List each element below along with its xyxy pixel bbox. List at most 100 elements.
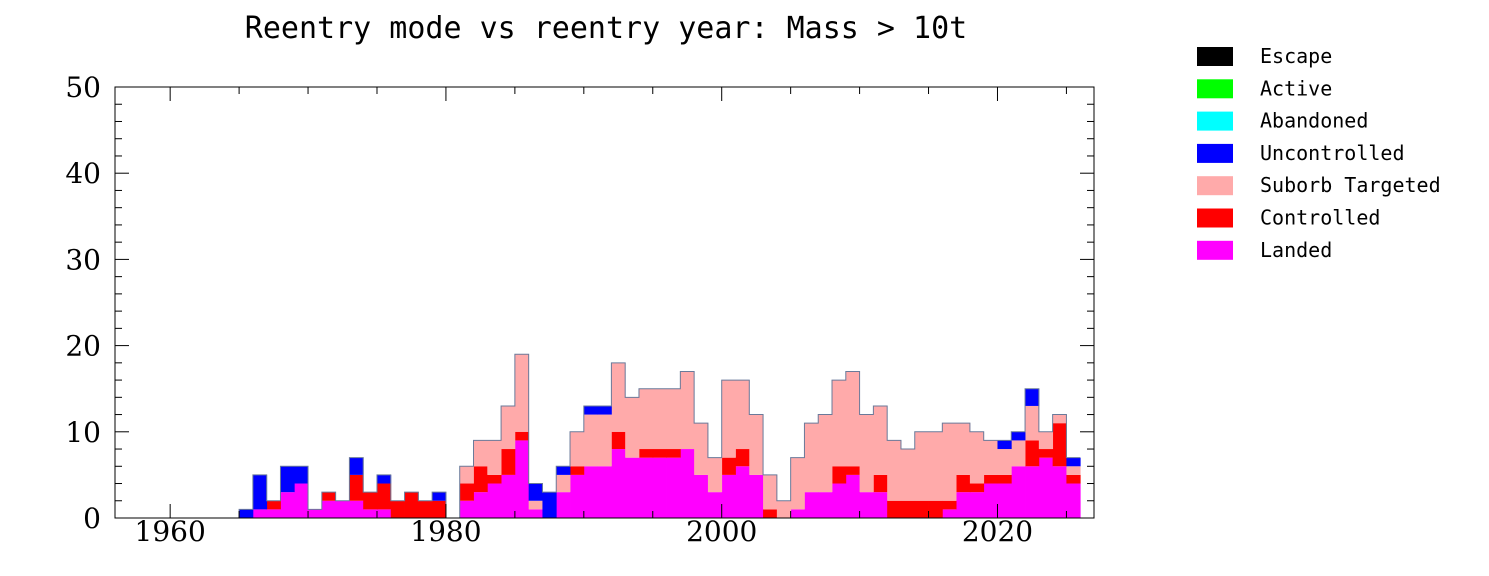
axes-layer: 0 10 20 30 40 50 1960 1980 2000 2020 [65,71,1095,548]
bar-controlled-1995 [652,449,667,458]
bar-landed-1981 [459,500,474,518]
bar-uncontrolled-1979 [432,492,447,501]
bar-suborb-targeted-2008 [832,380,847,467]
bar-landed-1996 [666,457,681,518]
bar-controlled-1992 [611,431,626,450]
legend-swatch-landed [1197,240,1233,260]
bar-controlled-2018 [969,483,985,493]
bar-suborb-targeted-2011 [873,405,888,475]
bar-landed-2005 [790,509,805,518]
bar-uncontrolled-1991 [597,405,612,415]
bar-landed-2001 [735,466,750,518]
bar-landed-2025 [1066,483,1081,518]
bar-landed-2020 [997,483,1012,518]
bar-uncontrolled-1968 [280,466,295,493]
bar-suborb-targeted-1997 [680,371,695,450]
bar-suborb-targeted-2014 [914,431,929,501]
bar-landed-1968 [280,492,295,518]
bar-uncontrolled-1986 [528,483,543,501]
bar-suborb-targeted-2006 [804,423,819,493]
bar-controlled-2011 [873,474,888,493]
bar-controlled-2015 [928,500,943,518]
x-tick-label: 1960 [135,515,206,548]
bar-suborb-targeted-2018 [969,431,985,484]
bar-landed-1985 [514,440,530,518]
bar-landed-1994 [638,457,654,518]
y-tick-label: 40 [65,157,101,190]
bar-suborb-targeted-1995 [652,388,667,450]
bar-landed-2009 [845,474,860,518]
bar-controlled-1983 [487,474,502,484]
bar-controlled-1981 [459,483,474,501]
legend-label-escape: Escape [1260,44,1332,68]
bar-suborb-targeted-2001 [735,380,750,450]
bar-suborb-targeted-1983 [487,440,502,475]
legend-swatch-uncontrolled [1197,143,1233,163]
x-tick-label: 2000 [686,515,757,548]
legend-swatch-suborb-targeted [1197,176,1233,196]
bar-landed-2024 [1052,466,1067,518]
bar-controlled-2017 [956,474,971,493]
bar-landed-1982 [473,492,488,518]
bar-landed-1992 [611,449,626,518]
bar-controlled-2024 [1052,423,1067,467]
bar-suborb-targeted-2007 [818,414,833,493]
bar-landed-1990 [583,466,599,518]
bar-uncontrolled-1973 [349,457,364,475]
legend-label-controlled: Controlled [1260,206,1380,230]
bar-suborb-targeted-2024 [1052,414,1067,424]
bar-controlled-1973 [349,474,364,501]
bar-uncontrolled-2020 [997,440,1012,450]
bar-landed-1989 [570,474,585,518]
bar-suborb-targeted-2010 [859,414,874,493]
bar-uncontrolled-2022 [1025,388,1040,406]
y-tick-label: 0 [83,502,101,535]
bar-landed-2006 [804,492,819,518]
legend-label-suborb-targeted: Suborb Targeted [1260,173,1441,197]
bar-uncontrolled-1969 [294,466,309,484]
bar-suborb-targeted-1990 [583,414,599,467]
bar-landed-2018 [969,492,985,518]
bar-controlled-1967 [266,500,281,510]
bar-controlled-1985 [514,431,530,441]
bar-uncontrolled-1990 [583,405,599,415]
bar-landed-1973 [349,500,364,518]
bar-landed-2002 [749,474,764,518]
bar-controlled-2020 [997,474,1012,484]
bar-landed-1986 [528,509,543,518]
y-tick-label: 20 [65,330,101,363]
legend: Escape Active Abandoned Uncontrolled Suborb … [1197,44,1441,262]
bar-landed-1967 [266,509,281,518]
bar-landed-1975 [376,509,392,518]
bar-landed-1970 [308,509,323,518]
chart-title: Reentry mode vs reentry year: Mass > 10t [245,11,967,46]
bar-controlled-2000 [721,457,736,475]
bar-controlled-2016 [942,500,957,510]
bar-suborb-targeted-1998 [694,423,709,475]
bar-landed-1974 [363,509,378,518]
legend-label-active: Active [1260,76,1332,100]
bar-landed-2016 [942,509,957,518]
bar-landed-2023 [1038,457,1054,518]
y-tick-label: 10 [65,416,101,449]
bar-uncontrolled-2025 [1066,457,1081,467]
bar-landed-1997 [680,449,695,518]
bar-controlled-1977 [404,492,419,518]
bar-landed-1972 [335,500,350,518]
bar-uncontrolled-1975 [376,474,392,484]
bar-uncontrolled-1966 [252,474,268,510]
bar-controlled-2008 [832,466,847,484]
bar-suborb-targeted-2023 [1038,431,1054,450]
legend-label-landed: Landed [1260,238,1332,262]
bar-landed-1966 [252,509,268,518]
bar-suborb-targeted-2016 [942,423,957,501]
bar-landed-1991 [597,466,612,518]
bar-suborb-targeted-1981 [459,466,474,484]
bar-controlled-1974 [363,492,378,510]
bar-suborb-targeted-2012 [887,440,902,501]
bar-controlled-2019 [983,474,998,484]
bar-suborb-targeted-1988 [556,474,571,493]
legend-label-abandoned: Abandoned [1260,109,1368,133]
bar-landed-1983 [487,483,502,518]
